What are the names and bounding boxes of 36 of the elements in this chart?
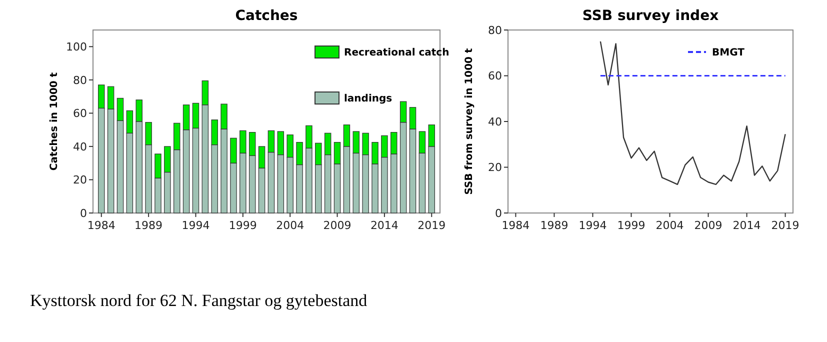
- line-series: [600, 40, 786, 186]
- y-tick-label: 0: [495, 206, 502, 220]
- x-tick-label: 1989: [540, 219, 568, 232]
- y-tick-label: 20: [488, 161, 502, 174]
- x-tick-label: 1984: [502, 219, 530, 232]
- y-tick-label: 80: [73, 74, 87, 87]
- x-tick-label: 1994: [182, 219, 210, 232]
- chart-title: Catches: [235, 8, 298, 24]
- x-tick-label: 2019: [418, 219, 446, 232]
- y-tick-label: 60: [488, 70, 502, 83]
- y-tick-label: 100: [66, 40, 87, 54]
- y-axis-title: Catches in 1000 t: [49, 72, 60, 171]
- x-tick-label: 1984: [87, 219, 116, 232]
- y-axis-title: SSB from survey in 1000 t: [464, 48, 475, 195]
- legend-label: Recreational catch: [344, 48, 450, 58]
- x-tick-label: 2019: [771, 219, 800, 232]
- x-tick-label: 2004: [656, 219, 684, 232]
- text: Kysttorsk nord for 62 N. Fangstar og gytebestand: [30, 291, 368, 310]
- chart-title: SSB survey index: [582, 8, 719, 24]
- legend-label: landings: [344, 94, 392, 104]
- x-tick-label: 2014: [732, 219, 761, 232]
- x-tick-label: 1999: [617, 219, 646, 232]
- y-tick-label: 60: [73, 107, 87, 120]
- y-tick-label: 40: [73, 140, 87, 154]
- x-tick-label: 2009: [694, 219, 722, 232]
- x-tick-label: 1999: [228, 219, 257, 232]
- x-tick-label: 1989: [134, 219, 163, 232]
- x-tick-label: 2004: [276, 219, 304, 232]
- x-tick-label: 2014: [370, 219, 398, 232]
- y-tick-label: 0: [80, 206, 87, 220]
- legend-label: BMGT: [712, 48, 745, 58]
- y-tick-label: 40: [488, 115, 502, 128]
- x-tick-label: 2009: [323, 219, 352, 232]
- y-tick-label: 20: [73, 174, 87, 187]
- x-tick-label: 1994: [578, 219, 607, 232]
- y-tick-label: 80: [488, 24, 502, 37]
